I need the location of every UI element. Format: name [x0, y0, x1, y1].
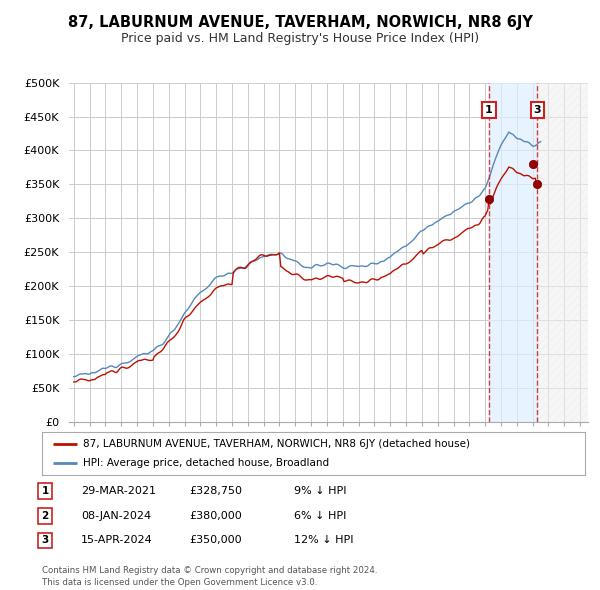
Text: £328,750: £328,750: [189, 486, 242, 496]
Text: 6% ↓ HPI: 6% ↓ HPI: [294, 511, 346, 520]
Bar: [537, 83, 600, 422]
Text: 1: 1: [485, 105, 493, 114]
Text: 3: 3: [533, 105, 541, 114]
Text: 2: 2: [41, 511, 49, 520]
Bar: [489, 83, 537, 422]
Text: 87, LABURNUM AVENUE, TAVERHAM, NORWICH, NR8 6JY: 87, LABURNUM AVENUE, TAVERHAM, NORWICH, …: [68, 15, 532, 30]
Text: 9% ↓ HPI: 9% ↓ HPI: [294, 486, 347, 496]
Text: 1: 1: [41, 486, 49, 496]
Text: 29-MAR-2021: 29-MAR-2021: [81, 486, 156, 496]
Text: HPI: Average price, detached house, Broadland: HPI: Average price, detached house, Broa…: [83, 458, 329, 468]
Text: 3: 3: [41, 536, 49, 545]
Text: £350,000: £350,000: [189, 536, 242, 545]
Text: 08-JAN-2024: 08-JAN-2024: [81, 511, 151, 520]
Text: 12% ↓ HPI: 12% ↓ HPI: [294, 536, 353, 545]
Text: 15-APR-2024: 15-APR-2024: [81, 536, 153, 545]
Text: Contains HM Land Registry data © Crown copyright and database right 2024.
This d: Contains HM Land Registry data © Crown c…: [42, 566, 377, 587]
Text: £380,000: £380,000: [189, 511, 242, 520]
Text: Price paid vs. HM Land Registry's House Price Index (HPI): Price paid vs. HM Land Registry's House …: [121, 32, 479, 45]
Text: 87, LABURNUM AVENUE, TAVERHAM, NORWICH, NR8 6JY (detached house): 87, LABURNUM AVENUE, TAVERHAM, NORWICH, …: [83, 439, 470, 449]
